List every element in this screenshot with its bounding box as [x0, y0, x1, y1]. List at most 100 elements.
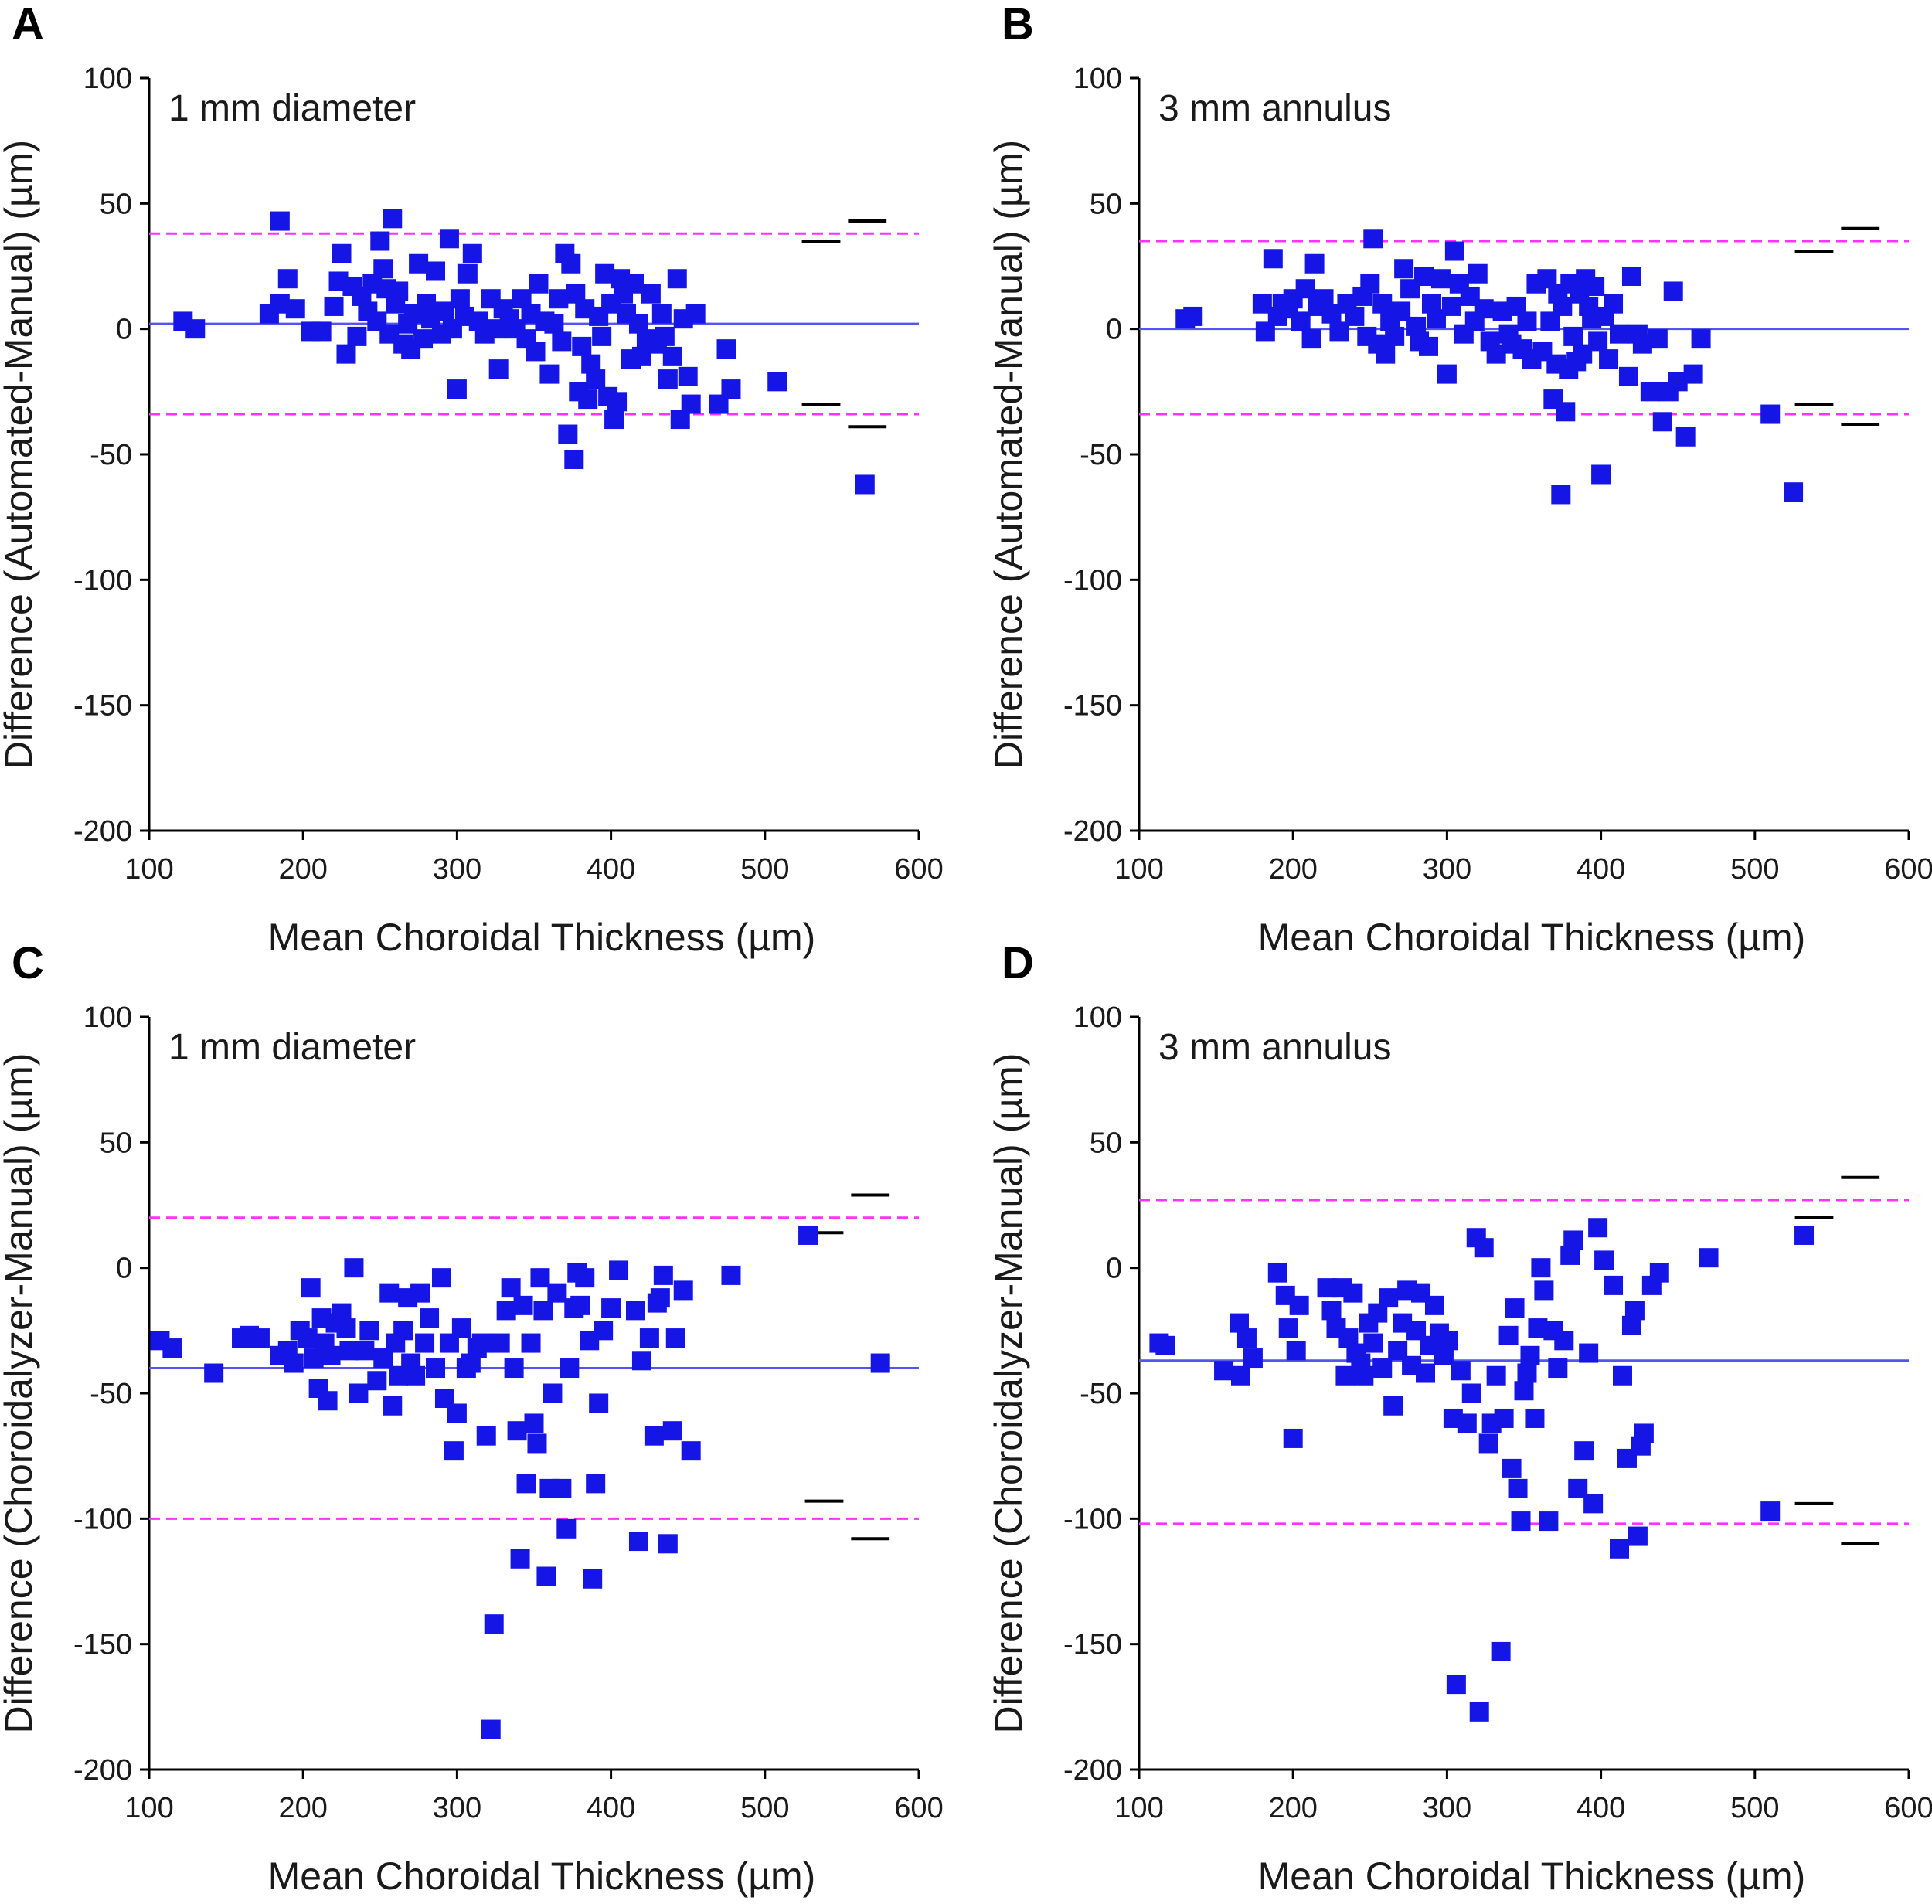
- data-point: [1414, 266, 1434, 286]
- data-point: [721, 1265, 741, 1285]
- data-point: [1363, 229, 1383, 249]
- x-tick-label: 100: [1114, 853, 1163, 886]
- data-point: [685, 304, 706, 324]
- data-point: [285, 299, 305, 319]
- data-point: [609, 1260, 629, 1280]
- data-point: [457, 264, 478, 284]
- data-point: [592, 326, 612, 346]
- data-point: [1618, 366, 1638, 386]
- data-point: [1610, 1538, 1630, 1559]
- data-point: [1451, 1361, 1471, 1381]
- data-point: [415, 1333, 435, 1353]
- data-point: [409, 253, 429, 274]
- data-point: [1469, 1702, 1489, 1722]
- data-point: [1548, 1358, 1568, 1379]
- data-point: [1563, 326, 1583, 346]
- data-point: [1610, 324, 1630, 344]
- data-point: [1599, 349, 1619, 369]
- data-point: [1461, 1383, 1481, 1403]
- data-point: [1363, 1333, 1383, 1353]
- data-point: [1588, 1218, 1608, 1238]
- data-point: [1457, 1413, 1477, 1433]
- data-point: [1267, 1263, 1287, 1283]
- x-tick-label: 100: [124, 853, 173, 886]
- y-tick-label: -100: [73, 1503, 132, 1535]
- data-point: [1760, 1501, 1781, 1522]
- data-point: [556, 1518, 577, 1538]
- data-point: [767, 372, 787, 392]
- data-point: [373, 259, 393, 279]
- data-point: [476, 1426, 496, 1446]
- data-point: [658, 1534, 678, 1554]
- panel-letter: C: [12, 938, 44, 988]
- data-point: [1214, 1361, 1234, 1381]
- data-point: [1372, 1358, 1393, 1379]
- data-point: [1446, 1674, 1466, 1695]
- data-point: [1691, 329, 1711, 349]
- data-point: [1621, 266, 1641, 286]
- data-point: [530, 1268, 550, 1288]
- data-point: [539, 364, 560, 384]
- data-point: [650, 1288, 670, 1308]
- data-point: [1301, 329, 1321, 349]
- data-point: [481, 1719, 501, 1739]
- data-point: [431, 1268, 451, 1288]
- data-point: [1649, 1263, 1669, 1283]
- data-point: [1263, 249, 1283, 269]
- data-point: [1424, 1295, 1444, 1315]
- data-point: [324, 296, 344, 316]
- data-point: [162, 1338, 182, 1358]
- data-point: [662, 346, 682, 366]
- data-point: [270, 211, 290, 231]
- data-point: [1531, 1258, 1551, 1278]
- data-point: [558, 424, 578, 444]
- data-point: [561, 253, 581, 274]
- data-point: [1486, 1365, 1506, 1386]
- x-tick-label: 300: [433, 1792, 481, 1824]
- data-point: [1286, 1341, 1306, 1361]
- data-point: [383, 1396, 403, 1416]
- data-point: [1628, 1526, 1648, 1546]
- data-point: [1394, 259, 1414, 279]
- data-point: [1594, 1250, 1614, 1270]
- data-point: [1508, 1478, 1528, 1498]
- data-point: [1551, 484, 1571, 505]
- data-point: [547, 1283, 567, 1303]
- data-point: [658, 369, 678, 389]
- data-point: [507, 1421, 527, 1441]
- data-point: [420, 1308, 440, 1328]
- data-point: [410, 1283, 430, 1303]
- data-point: [1385, 326, 1405, 346]
- data-point: [1438, 1331, 1458, 1351]
- data-point: [628, 1532, 648, 1552]
- data-point: [631, 1351, 651, 1371]
- y-tick-label: -150: [73, 1629, 132, 1661]
- data-point: [1183, 306, 1203, 326]
- y-tick-label: -200: [1063, 1754, 1122, 1787]
- data-point: [336, 344, 356, 364]
- data-point: [1236, 1328, 1257, 1348]
- x-tick-label: 400: [587, 1792, 635, 1824]
- data-point: [1511, 1511, 1531, 1532]
- data-point: [644, 1426, 664, 1446]
- x-axis-title: Mean Choroidal Thickness (µm): [1258, 1855, 1806, 1898]
- data-point: [798, 1225, 818, 1245]
- data-point: [673, 1280, 693, 1300]
- x-tick-label: 500: [1730, 1792, 1779, 1824]
- data-point: [639, 1328, 659, 1348]
- data-point: [1376, 344, 1396, 364]
- y-tick-label: -50: [90, 439, 132, 471]
- x-tick-label: 100: [1114, 1792, 1163, 1824]
- data-point: [1441, 296, 1461, 316]
- data-point: [1553, 296, 1573, 316]
- data-point: [488, 359, 509, 379]
- data-point: [462, 243, 482, 264]
- data-point: [1505, 1298, 1525, 1318]
- data-point: [332, 243, 352, 264]
- data-point: [1794, 1225, 1815, 1245]
- data-point: [426, 261, 446, 281]
- data-point: [586, 369, 606, 389]
- y-tick-label: -200: [73, 815, 132, 848]
- x-tick-label: 200: [278, 853, 327, 886]
- data-point: [1760, 404, 1781, 424]
